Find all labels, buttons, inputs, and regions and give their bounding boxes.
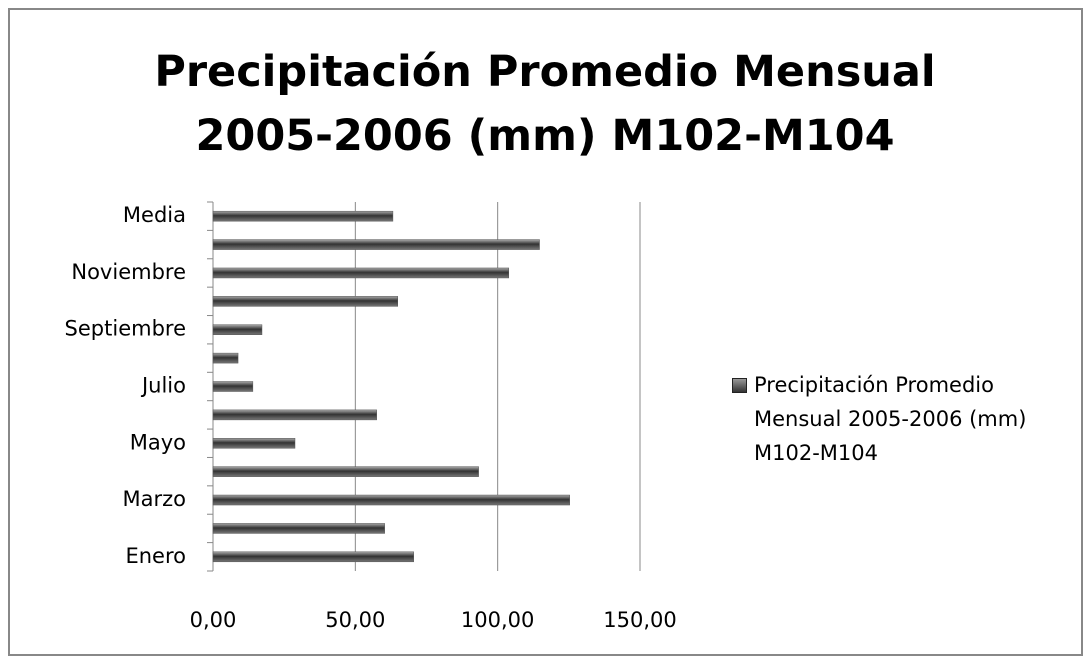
bar [212,210,394,222]
bar [212,523,385,534]
bar [212,352,239,364]
y-tick-label: Enero [125,544,186,568]
bar [212,324,263,335]
bar [212,381,254,392]
y-tick-label: Noviembre [71,260,186,284]
bar [212,267,510,279]
chart-frame [8,8,1083,656]
legend-label: Precipitación Promedio Mensual 2005-2006… [754,373,1027,465]
y-tick-label: Septiembre [65,317,186,341]
bar [212,296,398,307]
y-tick-label: Julio [140,374,186,398]
bar [212,438,296,449]
bar [212,494,570,506]
chart-title: Precipitación Promedio Mensual 2005-2006… [154,47,936,161]
x-tick-label: 0,00 [190,608,237,632]
x-tick-label: 50,00 [325,608,385,632]
x-tick-label: 150,00 [603,608,676,632]
bar [212,466,479,477]
legend: Precipitación Promedio Mensual 2005-2006… [732,368,1077,470]
x-tick-label: 100,00 [461,608,534,632]
bar [212,551,414,563]
y-tick-label: Media [123,203,186,227]
bar [212,239,540,250]
y-tick-label: Marzo [123,487,187,511]
y-tick-label: Mayo [130,430,186,454]
bar [212,409,377,421]
legend-key [732,378,747,393]
